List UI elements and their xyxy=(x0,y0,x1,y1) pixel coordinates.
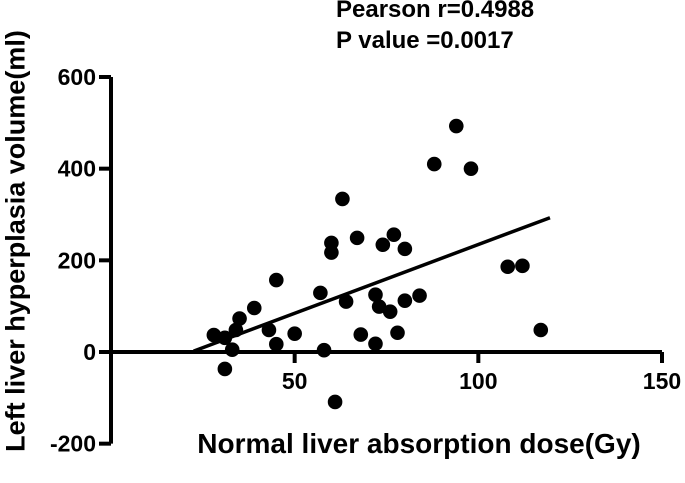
x-axis-label: Normal liver absorption dose(Gy) xyxy=(197,428,641,459)
data-point xyxy=(268,272,284,288)
x-tick-label: 150 xyxy=(643,368,681,394)
data-point xyxy=(448,118,464,134)
stats-annotation: Pearson r=0.4988 P value =0.0017 xyxy=(336,0,534,56)
data-point xyxy=(232,311,247,326)
pearson-r-text: Pearson r=0.4988 xyxy=(336,0,535,23)
data-point xyxy=(515,258,530,274)
data-point xyxy=(335,191,350,207)
data-point xyxy=(412,288,427,303)
data-point xyxy=(206,327,222,343)
data-point xyxy=(397,293,413,308)
data-point xyxy=(313,285,328,301)
data-point xyxy=(353,327,369,342)
regression-line xyxy=(193,216,551,353)
data-point xyxy=(533,322,549,338)
y-tick-label: -200 xyxy=(50,431,96,457)
data-point xyxy=(261,322,277,338)
data-point xyxy=(338,294,354,309)
data-point xyxy=(246,300,262,316)
data-point xyxy=(463,161,479,176)
data-point xyxy=(397,241,413,257)
y-tick-label: 400 xyxy=(58,156,96,182)
data-point xyxy=(268,336,284,352)
data-point xyxy=(426,156,442,172)
data-point xyxy=(390,325,405,341)
data-point xyxy=(287,326,302,341)
data-point xyxy=(386,227,402,242)
data-point xyxy=(500,259,516,275)
y-tick-label: 0 xyxy=(83,339,96,365)
x-tick-label: 50 xyxy=(282,368,308,394)
x-tick-label: 100 xyxy=(459,368,497,394)
data-point xyxy=(349,230,365,246)
data-point xyxy=(324,245,339,260)
data-point xyxy=(375,237,391,253)
data-point xyxy=(217,361,233,377)
p-value-text: P value =0.0017 xyxy=(336,27,514,54)
data-point xyxy=(371,299,387,314)
data-point xyxy=(228,322,244,338)
data-point xyxy=(327,394,343,410)
data-point xyxy=(368,287,383,303)
y-tick-label: 200 xyxy=(58,247,96,273)
data-point xyxy=(217,330,233,346)
data-point xyxy=(224,342,240,358)
y-tick-label: 600 xyxy=(58,64,96,90)
data-point xyxy=(368,336,383,352)
data-point xyxy=(382,304,398,319)
y-axis-label: Left liver hyperplasia volume(ml) xyxy=(0,30,31,452)
data-point xyxy=(316,342,332,358)
